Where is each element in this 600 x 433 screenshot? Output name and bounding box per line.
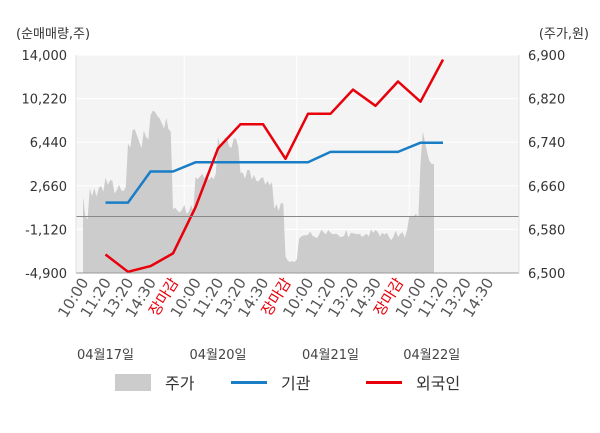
right-axis-title: (주가,원) <box>539 27 589 42</box>
legend-swatch-price <box>115 373 151 391</box>
right-tick-label: 6,740 <box>528 136 565 151</box>
left-tick-label: 10,220 <box>22 93 68 108</box>
legend-label-price: 주가 <box>165 376 195 393</box>
left-tick-label: -4,900 <box>25 267 67 282</box>
x-tick-labels: 10:0011:2013:2014:30장마감10:0011:2013:2014… <box>54 274 497 320</box>
left-tick-label: 14,000 <box>22 49 68 64</box>
legend-item-foreign: 외국인 <box>366 370 460 394</box>
legend-item-price: 주가 <box>115 370 194 394</box>
investor-lines <box>104 59 445 274</box>
day-label: 04월22일 <box>403 348 460 363</box>
price-area-path <box>83 110 434 273</box>
legend-label-institution: 기관 <box>281 376 311 393</box>
right-tick-label: 6,900 <box>528 49 565 64</box>
day-label: 04월20일 <box>189 348 246 363</box>
institution-line <box>105 141 443 204</box>
day-label: 04월17일 <box>77 348 134 363</box>
legend-label-foreign: 외국인 <box>416 376 461 393</box>
left-axis-title: (순매매량,주) <box>16 27 90 42</box>
legend-swatch-foreign <box>366 380 402 384</box>
foreign-line <box>104 59 445 274</box>
legend-swatch-institution <box>231 380 267 384</box>
axis-lines <box>75 55 520 274</box>
left-tick-labels: 14,000 10,220 6,440 2,660 -1,120 -4,900 <box>22 49 68 282</box>
right-tick-label: 6,820 <box>528 93 565 108</box>
right-tick-label: 6,580 <box>528 223 565 238</box>
day-labels: 04월17일 04월20일 04월21일 04월22일 <box>77 348 460 363</box>
day-label: 04월21일 <box>302 348 359 363</box>
left-tick-label: 2,660 <box>30 180 67 195</box>
left-tick-label: 6,440 <box>30 136 67 151</box>
left-tick-label: -1,120 <box>25 223 67 238</box>
legend-item-institution: 기관 <box>231 370 310 394</box>
price-area <box>83 110 434 273</box>
right-tick-label: 6,500 <box>528 267 565 282</box>
right-tick-labels: 6,900 6,820 6,740 6,660 6,580 6,500 <box>528 49 565 282</box>
legend: 주가 기관 외국인 <box>0 370 600 400</box>
right-tick-label: 6,660 <box>528 180 565 195</box>
